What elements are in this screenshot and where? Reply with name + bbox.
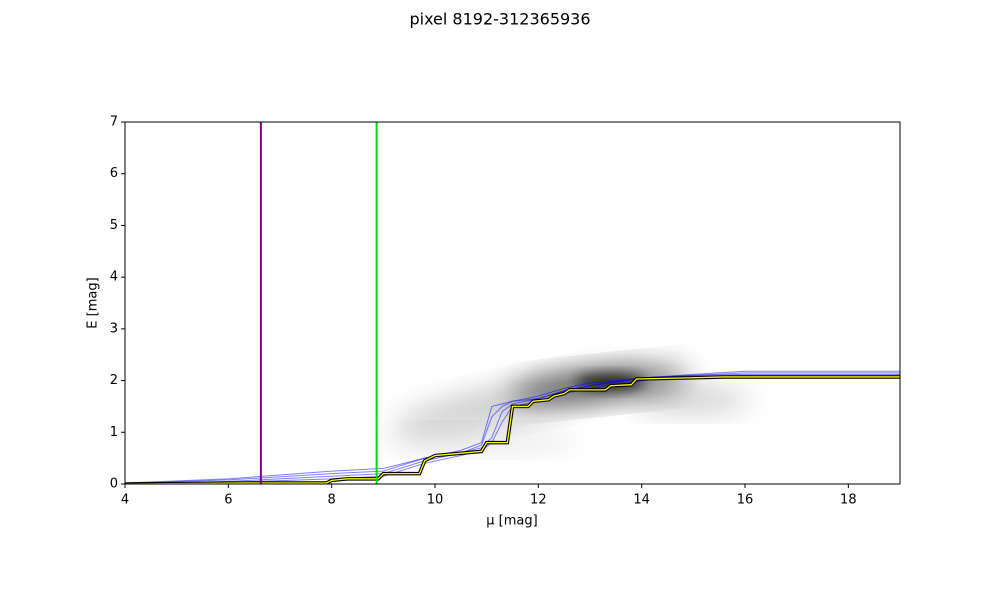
y-tick-label: 6 — [110, 166, 118, 181]
y-tick-label: 4 — [110, 270, 118, 285]
x-tick-label: 4 — [121, 493, 129, 508]
plot-frame — [124, 121, 901, 485]
y-tick-label: 5 — [110, 218, 118, 233]
y-tick-label: 2 — [110, 373, 118, 388]
density-blob — [630, 388, 750, 412]
x-tick-label: 12 — [530, 493, 547, 508]
x-tick-label: 6 — [224, 493, 232, 508]
best-fit-line — [125, 376, 900, 484]
x-tick-label: 14 — [633, 493, 650, 508]
y-tick-label: 7 — [110, 115, 118, 130]
x-tick-label: 16 — [737, 493, 754, 508]
y-tick-label: 1 — [110, 425, 118, 440]
density-blob — [380, 430, 580, 450]
x-tick-label: 10 — [427, 493, 444, 508]
x-tick-label: 18 — [840, 493, 857, 508]
x-tick-label: 8 — [328, 493, 336, 508]
y-tick-label: 0 — [110, 477, 118, 492]
y-axis-label: E [mag] — [86, 277, 101, 328]
plot-marks — [125, 122, 900, 484]
chart-title: pixel 8192-312365936 — [409, 10, 590, 29]
y-tick-label: 3 — [110, 321, 118, 336]
x-axis-label: μ [mag] — [486, 514, 537, 529]
